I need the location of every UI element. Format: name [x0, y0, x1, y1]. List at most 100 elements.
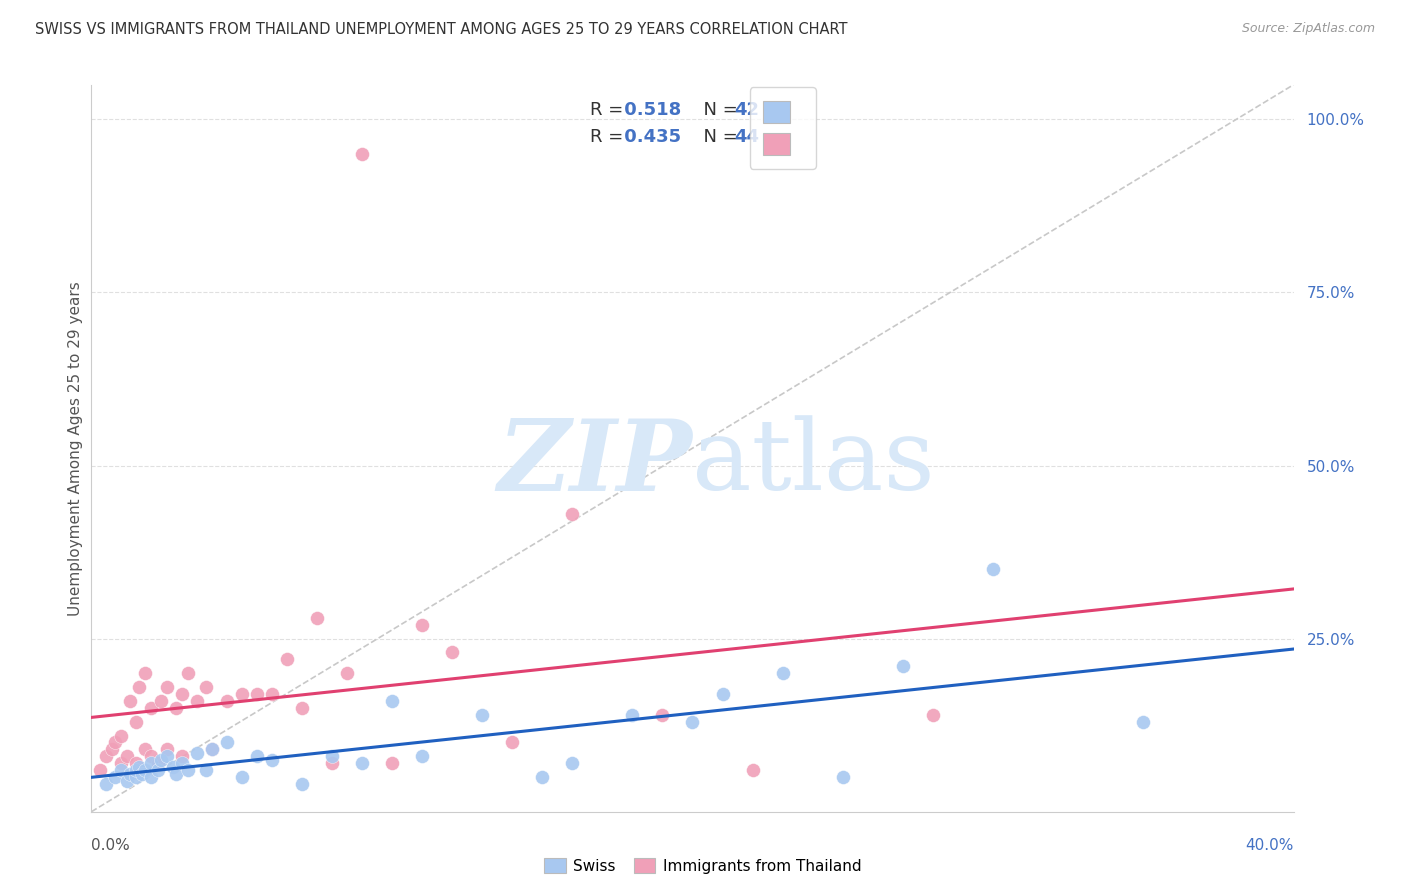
Point [831, 770, 853, 784]
Point [1132, 714, 1154, 729]
Point [440, 645, 463, 659]
Point [305, 611, 328, 625]
Point [155, 749, 177, 764]
Point [260, 687, 283, 701]
Point [922, 707, 945, 722]
Point [246, 687, 269, 701]
Point [101, 742, 124, 756]
Point [381, 756, 404, 771]
Point [170, 687, 193, 701]
Point [120, 766, 142, 780]
Legend: , : , [749, 87, 815, 169]
Point [531, 770, 554, 784]
Point [501, 735, 523, 749]
Point [165, 766, 187, 780]
Point [381, 694, 404, 708]
Point [194, 763, 217, 777]
Point [411, 617, 433, 632]
Point [134, 666, 156, 681]
Point [117, 749, 139, 764]
Point [321, 756, 343, 771]
Point [89, 763, 111, 777]
Point [246, 749, 269, 764]
Point [131, 766, 153, 780]
Point [155, 742, 177, 756]
Point [128, 680, 150, 694]
Text: 0.518: 0.518 [617, 101, 681, 120]
Point [471, 707, 494, 722]
Point [291, 777, 314, 791]
Point [128, 760, 150, 774]
Point [215, 694, 238, 708]
Point [134, 763, 156, 777]
Point [146, 756, 169, 771]
Point [231, 687, 253, 701]
Point [162, 760, 184, 774]
Text: R =: R = [591, 128, 630, 146]
Point [651, 707, 673, 722]
Point [681, 714, 703, 729]
Point [170, 756, 193, 771]
Point [125, 763, 148, 777]
Text: atlas: atlas [692, 415, 935, 510]
Point [981, 562, 1004, 576]
Point [125, 714, 148, 729]
Point [176, 763, 198, 777]
Point [104, 770, 127, 784]
Point [141, 770, 163, 784]
Point [141, 701, 163, 715]
Point [561, 507, 583, 521]
Text: N =: N = [692, 101, 744, 120]
Point [291, 701, 314, 715]
Point [96, 749, 118, 764]
Text: SWISS VS IMMIGRANTS FROM THAILAND UNEMPLOYMENT AMONG AGES 25 TO 29 YEARS CORRELA: SWISS VS IMMIGRANTS FROM THAILAND UNEMPL… [35, 22, 848, 37]
Point [110, 729, 132, 743]
Point [134, 742, 156, 756]
Point [104, 735, 127, 749]
Point [96, 777, 118, 791]
Point [336, 666, 359, 681]
Point [411, 749, 433, 764]
Point [110, 763, 132, 777]
Point [201, 742, 224, 756]
Point [321, 749, 343, 764]
Point [141, 749, 163, 764]
Point [215, 735, 238, 749]
Point [772, 666, 794, 681]
Point [186, 694, 208, 708]
Point [621, 707, 644, 722]
Point [125, 770, 148, 784]
Point [176, 666, 198, 681]
Point [260, 753, 283, 767]
Point [165, 701, 187, 715]
Point [891, 659, 914, 673]
Text: R =: R = [591, 101, 630, 120]
Text: N =: N = [692, 128, 744, 146]
Point [110, 756, 132, 771]
Point [149, 694, 172, 708]
Point [155, 680, 177, 694]
Point [141, 756, 163, 771]
Point [711, 687, 734, 701]
Point [231, 770, 253, 784]
Point [194, 680, 217, 694]
Point [741, 763, 763, 777]
Point [120, 694, 142, 708]
Text: Source: ZipAtlas.com: Source: ZipAtlas.com [1241, 22, 1375, 36]
Text: ZIP: ZIP [498, 415, 692, 511]
Text: 0.0%: 0.0% [91, 838, 131, 853]
Text: 0.435: 0.435 [617, 128, 681, 146]
Point [350, 756, 373, 771]
Point [146, 763, 169, 777]
Legend: Swiss, Immigrants from Thailand: Swiss, Immigrants from Thailand [538, 852, 868, 880]
Point [201, 742, 224, 756]
Y-axis label: Unemployment Among Ages 25 to 29 years: Unemployment Among Ages 25 to 29 years [67, 281, 83, 615]
Point [561, 756, 583, 771]
Text: 40.0%: 40.0% [1246, 838, 1294, 853]
Point [276, 652, 298, 666]
Point [117, 773, 139, 788]
Point [149, 753, 172, 767]
Text: 42: 42 [734, 101, 759, 120]
Point [125, 756, 148, 771]
Text: 44: 44 [734, 128, 759, 146]
